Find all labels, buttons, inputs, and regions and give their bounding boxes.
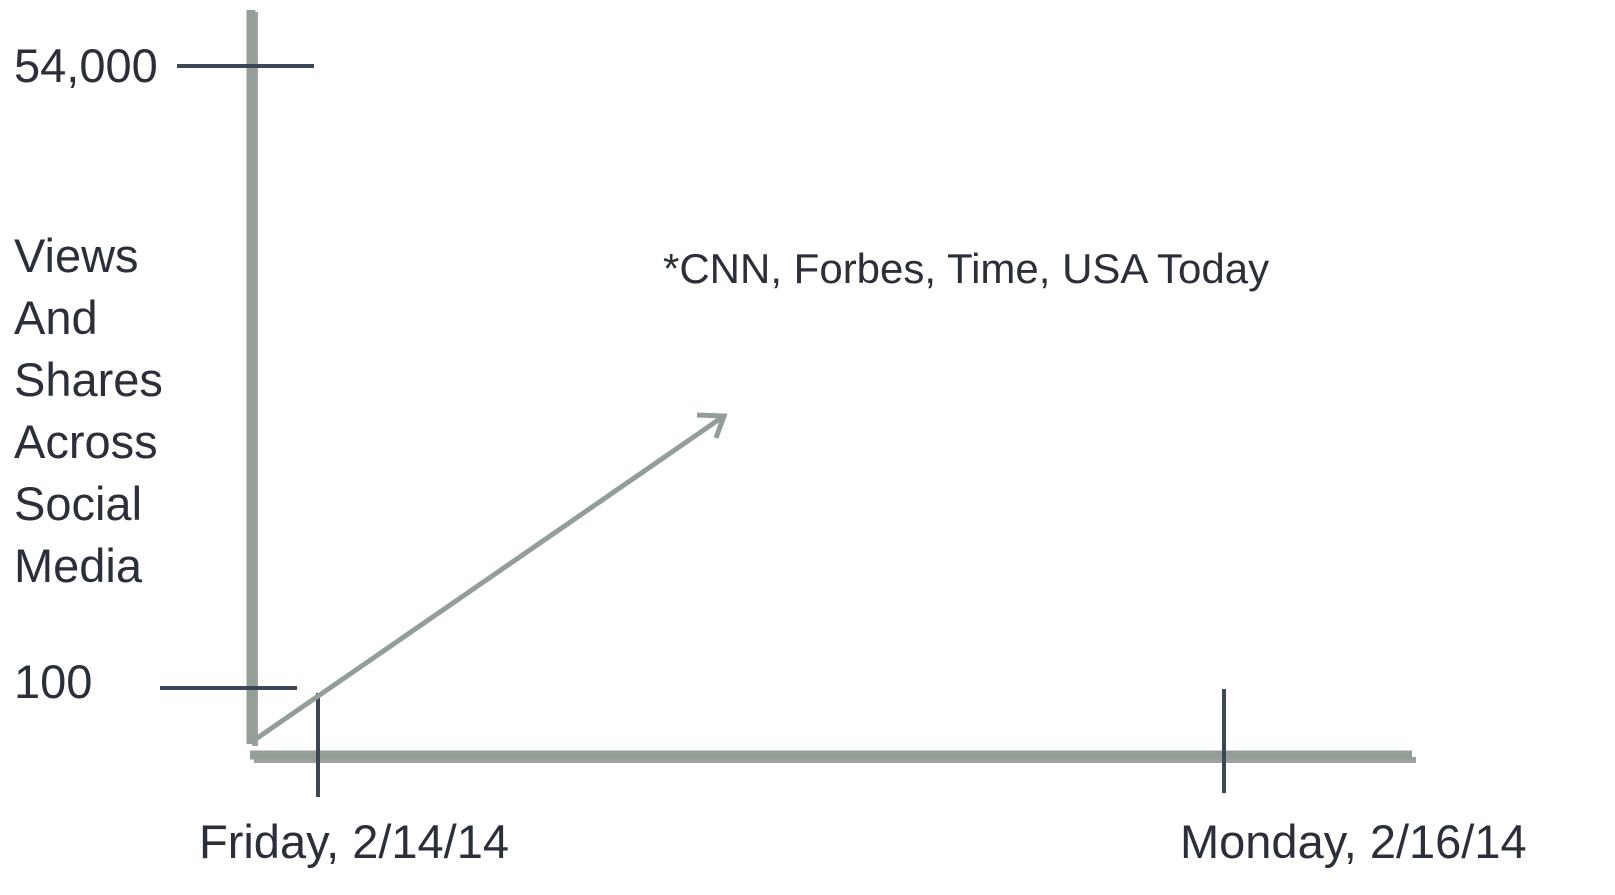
y-tick-label-54000: 54,000: [14, 39, 158, 92]
trend-arrow-head: [696, 412, 728, 439]
y-axis-title: Views And Shares Across Social Media: [14, 225, 163, 597]
y-tick-label-100: 100: [14, 655, 93, 708]
y-axis-title-line: Social: [14, 477, 143, 530]
trend-arrow-line: [251, 413, 726, 744]
x-tick-label-monday: Monday, 2/16/14: [1180, 815, 1527, 868]
y-axis-title-line: Across: [14, 415, 158, 468]
y-axis-title-line: Media: [14, 539, 143, 592]
chart-annotation: *CNN, Forbes, Time, USA Today: [663, 245, 1270, 292]
y-axis-title-line: Views: [14, 229, 139, 282]
x-tick-label-friday: Friday, 2/14/14: [199, 815, 510, 868]
y-axis-title-line: Shares: [14, 353, 163, 406]
y-axis-title-line: And: [14, 291, 98, 344]
